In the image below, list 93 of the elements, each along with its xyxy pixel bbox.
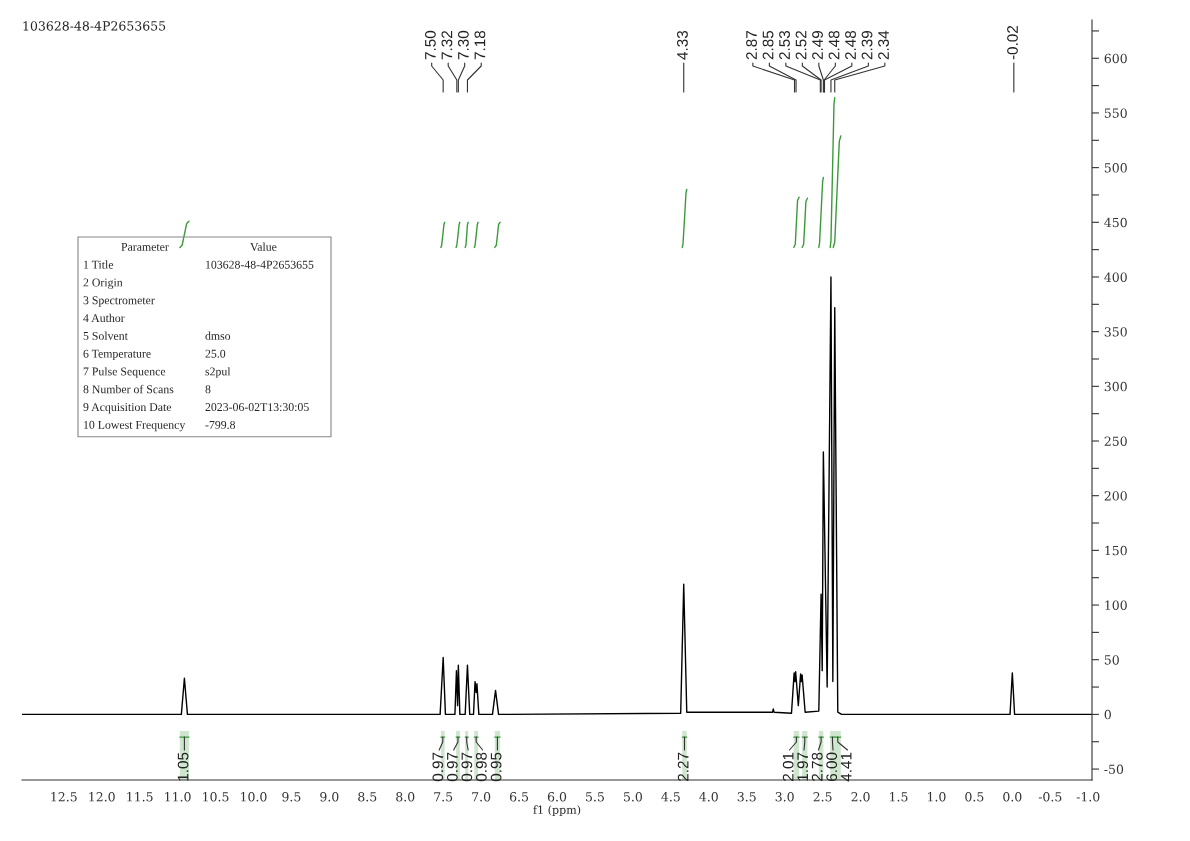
x-tick-label: 10.0 <box>241 792 267 802</box>
band-label: 2.78 <box>811 752 823 781</box>
text: 9 Acquisition Date 2023-06-02T13:30:05 <box>83 403 309 414</box>
annotation: 2.85 <box>762 30 774 60</box>
x-tick-label: 6.0 <box>547 792 567 802</box>
text: 1 Title 103628-48-4P2653655 <box>84 260 314 269</box>
band-label: 0.97 <box>446 752 458 782</box>
y-tick-label: 150 <box>1105 545 1127 556</box>
line-series <box>464 221 469 249</box>
line-series <box>793 196 800 249</box>
x-tick-label: 7.0 <box>472 792 491 802</box>
line-series <box>22 276 1092 716</box>
y-tick-label: 0 <box>1104 709 1111 720</box>
x-tick-label: 2.0 <box>851 792 870 802</box>
annotation: 7.18 <box>474 30 486 60</box>
band-label: 4.41 <box>840 752 852 782</box>
band-label: 0.98 <box>475 752 487 782</box>
annotation: 2 Origin <box>83 278 123 289</box>
annotation: 2.34 <box>878 30 889 60</box>
annotation: 2.52 <box>795 31 807 60</box>
x-tick-label: 12.0 <box>89 792 115 802</box>
x-axis-title: f1 (ppm) <box>533 805 581 817</box>
y-tick-label: 450 <box>1104 217 1127 228</box>
line-series <box>473 221 479 249</box>
y-tick-label: 200 <box>1104 491 1127 501</box>
annotation: 2.53 <box>779 30 790 60</box>
annotation: 4 Author <box>83 313 125 323</box>
x-tick-label: 7.5 <box>434 792 453 802</box>
x-tick-label: -0.5 <box>1038 792 1062 802</box>
line-series <box>494 221 501 249</box>
x-tick-label: 6.5 <box>509 792 529 802</box>
x-tick-label: 9.5 <box>282 792 301 802</box>
band-label: 0.95 <box>490 752 502 782</box>
y-tick-label: 50 <box>1104 655 1119 665</box>
annotation: 7.32 <box>441 31 453 60</box>
y-tick-label: 550 <box>1104 108 1127 118</box>
x-tick-label: 9.0 <box>320 792 339 802</box>
y-tick-label: 500 <box>1104 163 1127 173</box>
y-tick-label: -50 <box>1104 764 1124 774</box>
band-label: 0.97 <box>432 752 444 782</box>
text: Parameter Value <box>121 242 277 251</box>
annotation: 2.49 <box>812 30 823 60</box>
text: 5 Solvent dmso <box>83 331 231 340</box>
annotation: 4.33 <box>677 30 688 60</box>
line-series <box>455 221 461 249</box>
x-tick-label: 0.5 <box>965 792 984 802</box>
text: 10 Lowest Frequency -799.8 <box>84 420 236 432</box>
band-label: 2.27 <box>677 752 689 781</box>
text: 8 Number of Scans 8 <box>83 384 211 394</box>
y-tick-label: 350 <box>1104 327 1127 337</box>
line-series <box>818 176 825 249</box>
y-tick-label: 100 <box>1105 600 1127 610</box>
x-tick-label: 12.5 <box>51 792 77 802</box>
band-label: 0.97 <box>461 752 473 782</box>
annotation: 2.48 <box>845 30 856 60</box>
line-series <box>681 188 688 249</box>
x-tick-label: 5.0 <box>624 792 642 802</box>
x-tick-label: 1.5 <box>890 792 908 802</box>
text: 7 Pulse Sequence s2pul <box>83 367 231 378</box>
annotation: 3 Spectrometer <box>83 296 155 307</box>
x-tick-label: 3.0 <box>775 792 794 802</box>
x-tick-label: -1.0 <box>1076 792 1100 802</box>
annotation: 7.50 <box>424 30 436 60</box>
line-series <box>440 221 446 249</box>
annotation: -0.02 <box>1007 25 1018 60</box>
annotation: 7.30 <box>457 30 469 60</box>
x-tick-label: 1.0 <box>928 792 946 802</box>
x-tick-label: 4.5 <box>661 792 680 802</box>
band-label: 2.01 <box>782 752 794 781</box>
annotation: 2.87 <box>746 31 757 60</box>
line-series <box>179 220 190 249</box>
annotation: 2.39 <box>861 30 873 60</box>
x-tick-label: 0.0 <box>1003 792 1022 802</box>
x-tick-label: 2.5 <box>813 792 832 802</box>
band-label: 1.97 <box>797 752 809 781</box>
chart-title: 103628-48-4P2653655 <box>23 21 166 31</box>
x-tick-label: 4.0 <box>699 792 718 802</box>
x-tick-label: 11.5 <box>127 792 153 802</box>
y-tick-label: 600 <box>1104 53 1127 64</box>
x-tick-label: 11.0 <box>165 792 191 802</box>
text: 6 Temperature 25.0 <box>83 349 226 361</box>
y-tick-label: 300 <box>1104 381 1127 392</box>
line-series <box>801 197 809 249</box>
band-label: 1.05 <box>177 752 189 781</box>
x-tick-label: 5.5 <box>586 792 604 802</box>
y-tick-label: 250 <box>1104 436 1127 446</box>
x-tick-label: 10.5 <box>203 792 229 802</box>
x-tick-label: 8.5 <box>358 792 377 802</box>
x-tick-label: 8.0 <box>396 792 415 802</box>
annotation: 2.48 <box>828 30 840 60</box>
band-label: 6.00 <box>826 752 838 781</box>
y-tick-label: 400 <box>1104 272 1127 282</box>
x-tick-label: 3.5 <box>737 792 756 802</box>
